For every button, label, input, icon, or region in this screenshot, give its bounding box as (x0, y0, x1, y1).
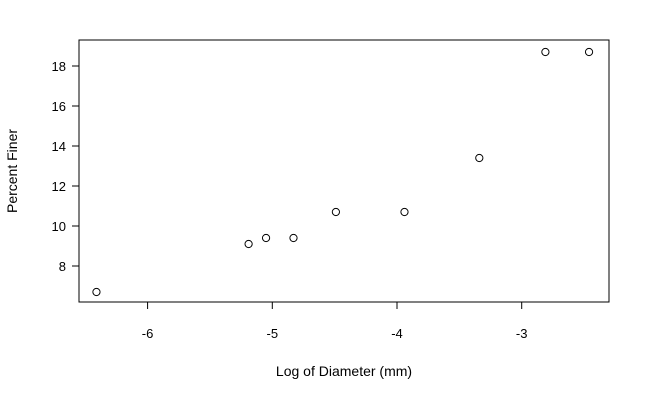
x-tick-label: -4 (391, 326, 403, 341)
data-point (261, 233, 271, 243)
x-tick-label: -6 (142, 326, 154, 341)
data-points (92, 47, 594, 297)
data-point (331, 207, 340, 217)
y-axis: 8 10 12 14 16 18 (52, 59, 80, 274)
y-axis-label: Percent Finer (4, 129, 20, 213)
x-tick-label: -5 (267, 326, 279, 341)
x-tick-label: -3 (516, 326, 528, 341)
x-axis-label: Log of Diameter (mm) (276, 363, 412, 379)
y-tick-label: 14 (52, 139, 66, 154)
data-point (244, 239, 253, 249)
data-point (584, 47, 594, 57)
data-point (400, 207, 409, 217)
x-axis: -6 -5 -4 -3 (142, 301, 528, 341)
data-point (541, 47, 550, 57)
data-point (92, 287, 101, 297)
y-tick-label: 10 (52, 219, 66, 234)
y-tick-label: 12 (52, 179, 66, 194)
data-point (289, 233, 298, 243)
y-tick-label: 8 (59, 259, 66, 274)
y-tick-label: 18 (52, 59, 66, 74)
data-point (475, 153, 484, 163)
plot-frame (78, 39, 610, 303)
y-tick-label: 16 (52, 99, 66, 114)
